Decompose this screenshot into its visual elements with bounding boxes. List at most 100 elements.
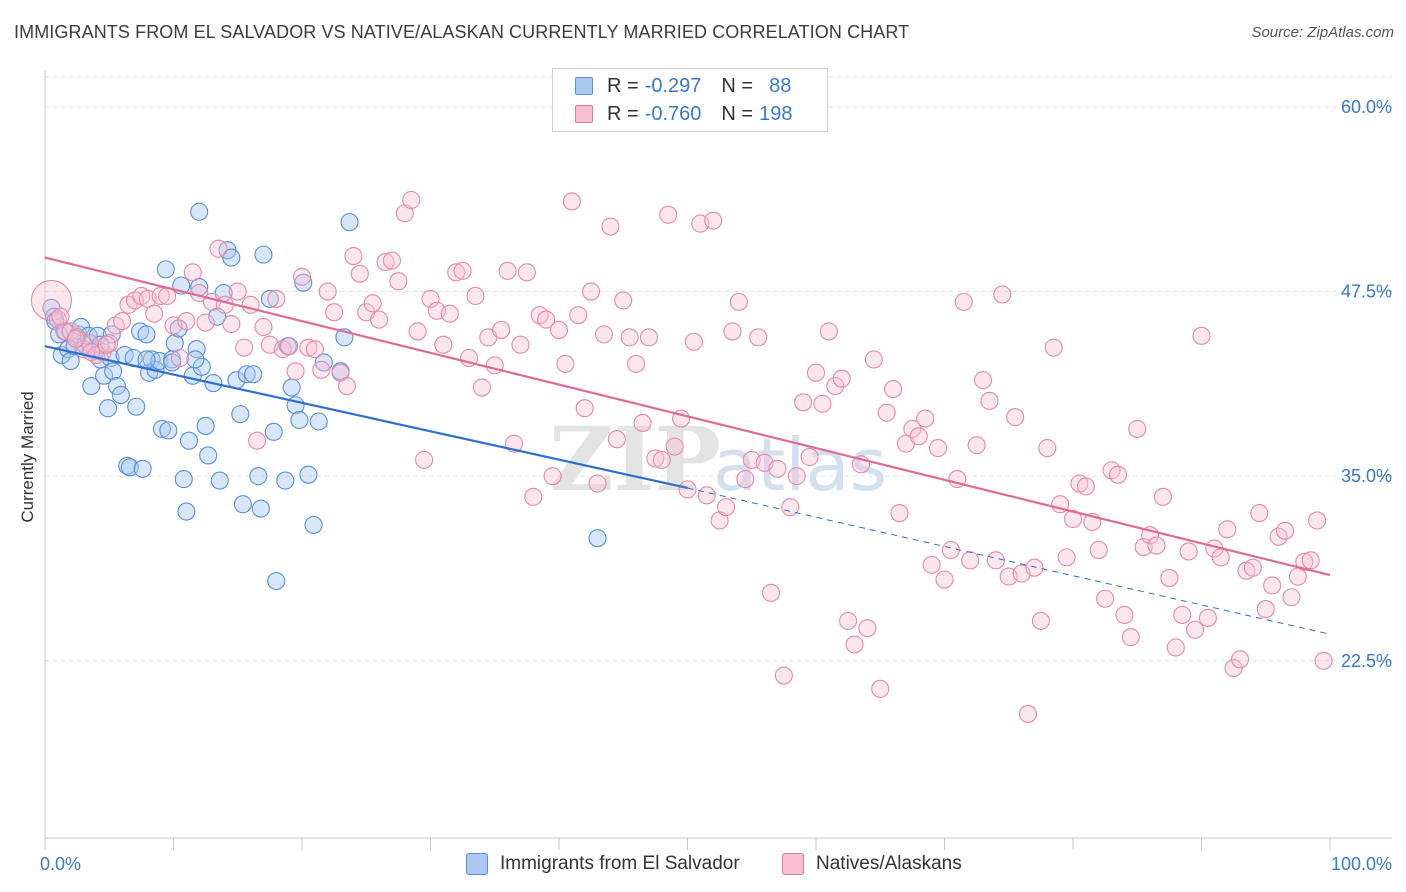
point-natives — [806, 363, 826, 382]
legend-n-label: N = — [721, 74, 754, 97]
point-natives — [620, 328, 639, 347]
point-natives — [170, 348, 189, 368]
point-natives — [325, 303, 344, 322]
point-el-salvador — [142, 350, 161, 369]
point-natives — [909, 427, 928, 446]
point-natives — [299, 338, 318, 357]
point-natives — [344, 247, 363, 266]
point-natives — [453, 261, 472, 280]
point-natives — [1147, 536, 1166, 555]
point-el-salvador — [186, 350, 205, 369]
point-natives — [440, 304, 459, 323]
point-el-salvador — [340, 213, 359, 232]
point-natives — [305, 340, 324, 359]
watermark-zip: ZIP — [549, 407, 721, 511]
point-natives — [781, 498, 800, 517]
point-natives — [498, 261, 517, 280]
point-natives — [877, 403, 896, 422]
point-natives — [884, 379, 903, 399]
point-natives — [582, 282, 601, 301]
point-natives — [1153, 487, 1172, 506]
point-natives — [183, 263, 202, 282]
point-natives — [871, 679, 890, 698]
point-natives — [363, 294, 382, 313]
point-natives — [209, 239, 228, 258]
point-natives — [614, 291, 633, 310]
point-natives — [594, 325, 614, 344]
point-el-salvador — [588, 529, 607, 548]
point-natives — [228, 282, 247, 301]
point-natives — [794, 393, 813, 412]
bottom-legend-label: Natives/Alaskans — [816, 853, 962, 874]
point-natives — [1301, 551, 1320, 570]
tick-labels: 22.5% 35.0% 47.5% 60.0% 0.0% 100.0% — [40, 97, 1392, 874]
legend-row-natives: R = -0.760 N = 198 — [575, 100, 792, 128]
point-el-salvador — [294, 273, 313, 292]
point-natives — [1044, 338, 1063, 357]
point-el-salvador — [309, 412, 328, 431]
point-natives — [941, 540, 960, 560]
point-natives — [627, 354, 646, 373]
point-natives — [1198, 608, 1217, 627]
point-natives — [1018, 704, 1038, 723]
point-natives — [633, 413, 652, 433]
point-el-salvador — [260, 289, 279, 308]
point-el-salvador — [222, 248, 241, 267]
point-natives — [145, 304, 164, 323]
point-natives — [1121, 628, 1140, 647]
point-natives — [575, 399, 594, 418]
point-el-salvador — [95, 366, 114, 385]
chart-title: IMMIGRANTS FROM EL SALVADOR VS NATIVE/AL… — [14, 22, 910, 42]
point-natives — [832, 369, 851, 388]
point-natives — [768, 459, 787, 478]
point-natives — [1263, 576, 1282, 595]
point-natives — [819, 322, 838, 341]
point-el-salvador — [190, 202, 209, 221]
legend-n-value: 88 — [769, 74, 792, 97]
point-natives — [389, 272, 408, 291]
point-natives — [492, 320, 511, 339]
point-natives — [562, 192, 581, 211]
point-natives — [826, 377, 845, 396]
point-natives — [1108, 465, 1128, 484]
watermark: ZIP atlas — [549, 407, 887, 511]
point-natives — [337, 377, 357, 396]
point-natives — [749, 328, 768, 347]
point-natives — [1160, 569, 1179, 588]
point-natives — [286, 362, 305, 381]
point-natives — [1314, 651, 1333, 670]
point-natives — [1308, 511, 1327, 530]
point-natives — [402, 190, 421, 210]
point-natives — [980, 391, 999, 410]
point-natives — [1224, 659, 1243, 678]
point-natives — [601, 217, 620, 236]
point-el-salvador — [82, 377, 101, 396]
x-tick-label: 100.0% — [1331, 854, 1392, 874]
point-el-salvador — [299, 465, 318, 484]
legend-r-value: -0.760 — [644, 102, 702, 125]
point-el-salvador — [107, 377, 127, 396]
point-natives — [543, 467, 562, 486]
legend-r-label: R = — [607, 102, 639, 125]
point-natives — [292, 267, 312, 286]
point-natives — [66, 329, 85, 348]
point-natives — [1128, 419, 1147, 438]
stats-legend: R = -0.297 N = 88 R = -0.760 N = 198 — [552, 68, 828, 132]
y-tick-label: 22.5% — [1341, 651, 1392, 671]
point-natives — [177, 312, 196, 331]
point-el-salvador — [137, 325, 156, 344]
point-el-salvador — [290, 410, 309, 430]
legend-swatch-blue — [575, 77, 593, 95]
point-natives — [30, 279, 72, 321]
point-natives — [1275, 521, 1295, 540]
point-natives — [1295, 552, 1314, 571]
point-natives — [312, 360, 331, 379]
point-natives — [684, 332, 703, 351]
point-natives — [1166, 638, 1185, 657]
point-natives — [254, 317, 273, 337]
point-natives — [665, 437, 684, 456]
point-natives — [607, 430, 626, 449]
point-el-salvador — [199, 446, 218, 465]
point-natives — [1192, 326, 1211, 345]
